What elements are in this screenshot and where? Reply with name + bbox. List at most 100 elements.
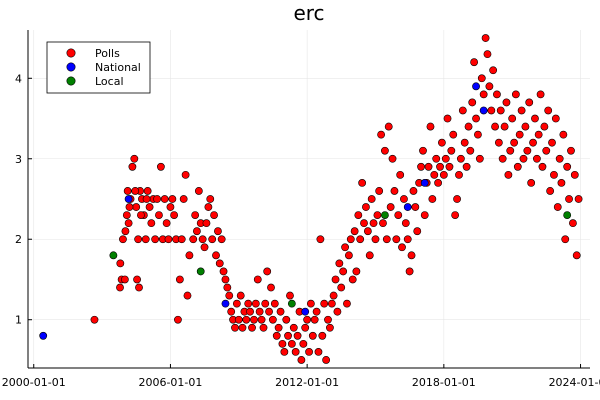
data-point-polls bbox=[434, 179, 442, 187]
data-point-polls bbox=[119, 235, 127, 244]
data-point-polls bbox=[432, 154, 441, 163]
data-point-polls bbox=[274, 323, 283, 332]
data-point-polls bbox=[135, 283, 143, 292]
data-point-polls bbox=[455, 170, 463, 179]
data-point-polls bbox=[358, 179, 367, 187]
data-point-polls bbox=[183, 291, 192, 300]
data-point-polls bbox=[238, 323, 247, 332]
data-point-polls bbox=[489, 66, 498, 75]
data-point-polls bbox=[291, 348, 300, 356]
data-point-polls bbox=[206, 195, 215, 203]
data-point-polls bbox=[362, 203, 370, 211]
data-point-polls bbox=[151, 235, 160, 244]
data-point-polls bbox=[131, 187, 140, 195]
legend-label-local: Local bbox=[95, 75, 124, 88]
data-point-local bbox=[109, 251, 118, 260]
data-point-polls bbox=[227, 307, 236, 316]
data-point-polls bbox=[346, 235, 355, 244]
data-point-polls bbox=[263, 267, 272, 276]
data-point-national bbox=[301, 307, 310, 316]
data-point-polls bbox=[472, 114, 480, 123]
data-point-polls bbox=[170, 211, 179, 219]
data-point-polls bbox=[458, 106, 467, 115]
data-point-polls bbox=[574, 195, 583, 203]
data-point-polls bbox=[223, 283, 232, 292]
data-point-polls bbox=[500, 122, 509, 131]
legend-marker-local bbox=[66, 76, 76, 86]
data-point-polls bbox=[561, 235, 570, 244]
data-point-polls bbox=[316, 235, 325, 244]
data-point-polls bbox=[198, 235, 207, 244]
data-point-polls bbox=[413, 227, 422, 236]
data-point-polls bbox=[382, 235, 391, 244]
data-point-national bbox=[479, 106, 488, 115]
data-point-polls bbox=[502, 98, 511, 107]
data-point-polls bbox=[462, 162, 471, 171]
data-point-polls bbox=[447, 146, 456, 155]
data-point-polls bbox=[193, 227, 201, 236]
data-point-polls bbox=[221, 275, 230, 284]
data-point-polls bbox=[569, 219, 577, 228]
data-point-polls bbox=[255, 307, 264, 316]
data-point-polls bbox=[475, 154, 484, 163]
data-point-polls bbox=[339, 267, 348, 276]
data-point-polls bbox=[521, 122, 530, 131]
data-point-polls bbox=[438, 138, 446, 147]
data-point-polls bbox=[510, 138, 519, 147]
data-point-polls bbox=[189, 235, 198, 244]
data-point-polls bbox=[544, 106, 553, 115]
data-point-polls bbox=[137, 211, 145, 219]
data-point-polls bbox=[194, 187, 203, 195]
data-point-polls bbox=[308, 331, 317, 340]
data-point-polls bbox=[466, 146, 475, 155]
points-layer bbox=[39, 34, 583, 364]
data-point-polls bbox=[384, 122, 393, 131]
x-tick-label: 2012-01-01 bbox=[275, 376, 339, 389]
data-point-polls bbox=[371, 235, 380, 244]
data-point-polls bbox=[517, 106, 526, 115]
data-point-polls bbox=[540, 122, 549, 131]
data-point-polls bbox=[436, 162, 444, 171]
data-point-polls bbox=[496, 106, 505, 115]
data-point-polls bbox=[565, 195, 573, 203]
x-tick-label: 2006-01-01 bbox=[138, 376, 202, 389]
data-point-polls bbox=[400, 195, 408, 203]
data-point-polls bbox=[278, 339, 287, 348]
data-point-polls bbox=[122, 211, 131, 219]
data-point-polls bbox=[200, 243, 209, 252]
data-point-polls bbox=[525, 98, 534, 107]
data-point-polls bbox=[259, 323, 268, 332]
data-point-polls bbox=[261, 299, 270, 308]
data-point-polls bbox=[142, 195, 151, 203]
data-point-polls bbox=[464, 122, 473, 131]
data-point-polls bbox=[546, 187, 555, 195]
axes-layer: 2000-01-01 2006-01-01 2012-01-01 2018-01-01… bbox=[2, 30, 600, 389]
data-point-polls bbox=[441, 154, 450, 163]
data-point-polls bbox=[551, 114, 560, 123]
data-point-polls bbox=[280, 348, 289, 356]
data-point-polls bbox=[175, 275, 184, 284]
x-tick-label: 2018-01-01 bbox=[412, 376, 476, 389]
data-point-polls bbox=[485, 82, 494, 91]
data-point-polls bbox=[519, 154, 528, 163]
data-point-polls bbox=[341, 243, 349, 252]
data-point-polls bbox=[297, 356, 306, 364]
data-point-national bbox=[124, 195, 133, 203]
data-point-polls bbox=[534, 130, 543, 139]
data-point-polls bbox=[445, 162, 454, 171]
data-point-polls bbox=[156, 162, 165, 171]
data-point-polls bbox=[324, 315, 332, 324]
data-point-polls bbox=[487, 106, 496, 115]
data-point-polls bbox=[506, 146, 515, 155]
data-point-polls bbox=[242, 315, 251, 324]
data-point-polls bbox=[553, 203, 562, 211]
data-point-national bbox=[472, 82, 480, 91]
data-point-polls bbox=[219, 267, 228, 276]
data-point-polls bbox=[343, 299, 351, 308]
data-point-polls bbox=[559, 130, 568, 139]
data-point-polls bbox=[284, 331, 292, 340]
chart-title: erc bbox=[293, 1, 324, 25]
data-point-polls bbox=[356, 235, 365, 244]
